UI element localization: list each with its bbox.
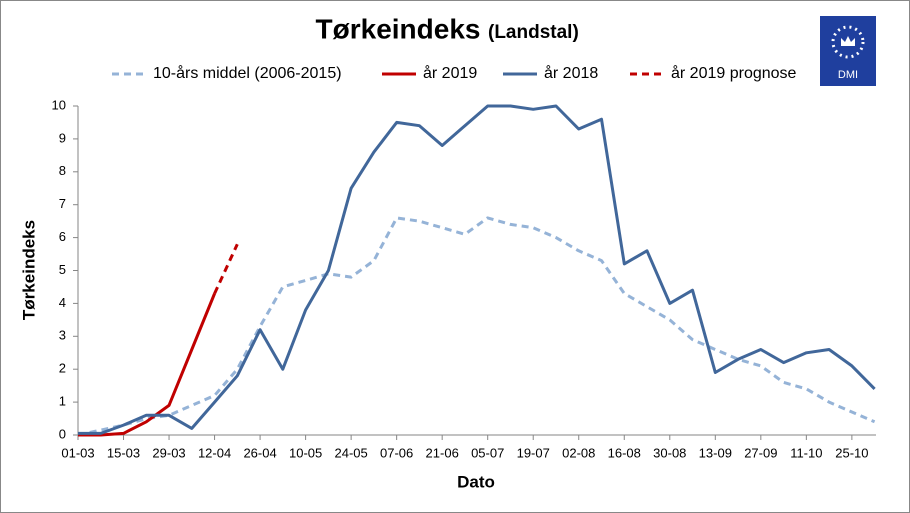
logo-text: DMI	[838, 69, 858, 81]
x-tick-label: 27-09	[744, 445, 777, 460]
y-tick-label: 1	[59, 394, 66, 409]
x-tick-label: 01-03	[61, 445, 94, 460]
legend-item: år 2019	[382, 64, 477, 82]
x-tick-label: 30-08	[653, 445, 686, 460]
x-tick-label: 29-03	[152, 445, 185, 460]
x-tick-label: 16-08	[608, 445, 641, 460]
series-line	[78, 292, 216, 437]
chart-subtitle: (Landstal)	[488, 22, 579, 43]
series-line	[213, 243, 239, 295]
x-tick-label: 19-07	[517, 445, 550, 460]
legend-label: år 2018	[544, 64, 598, 82]
y-tick-label: 5	[59, 262, 66, 277]
x-tick-label: 25-10	[835, 445, 868, 460]
x-tick-label: 10-05	[289, 445, 322, 460]
x-tick-label: 26-04	[243, 445, 276, 460]
series-line	[78, 104, 876, 435]
legend-item: år 2018	[503, 64, 598, 82]
legend-item: år 2019 prognose	[630, 64, 797, 82]
y-tick-label: 10	[52, 97, 66, 112]
x-tick-label: 05-07	[471, 445, 504, 460]
x-tick-label: 02-08	[562, 445, 595, 460]
x-tick-label: 13-09	[699, 445, 732, 460]
x-tick-label: 11-10	[790, 445, 822, 460]
y-tick-label: 4	[59, 295, 66, 310]
chart-title: Tørkeindeks	[316, 13, 481, 44]
y-tick-label: 9	[59, 130, 66, 145]
x-tick-label: 24-05	[335, 445, 368, 460]
logo-box	[820, 16, 876, 86]
x-tick-label: 12-04	[198, 445, 231, 460]
x-tick-label: 07-06	[380, 445, 413, 460]
y-tick-label: 6	[59, 229, 66, 244]
y-tick-label: 3	[59, 328, 66, 343]
x-tick-label: 15-03	[107, 445, 140, 460]
y-tick-label: 0	[59, 426, 66, 441]
legend-label: år 2019	[423, 64, 477, 82]
legend-label: år 2019 prognose	[671, 64, 797, 82]
legend-label: 10-års middel (2006-2015)	[153, 64, 342, 82]
y-tick-label: 7	[59, 196, 66, 211]
logo-crown	[841, 36, 855, 46]
y-tick-label: 8	[59, 163, 66, 178]
logo-ring	[831, 25, 865, 59]
logo: DMI	[820, 16, 876, 86]
y-tick-label: 2	[59, 361, 66, 376]
x-axis-title: Dato	[457, 472, 495, 491]
y-axis-title: Tørkeindeks	[19, 220, 38, 320]
legend-item: 10-års middel (2006-2015)	[112, 64, 342, 82]
series-line	[77, 216, 876, 437]
x-tick-label: 21-06	[426, 445, 459, 460]
